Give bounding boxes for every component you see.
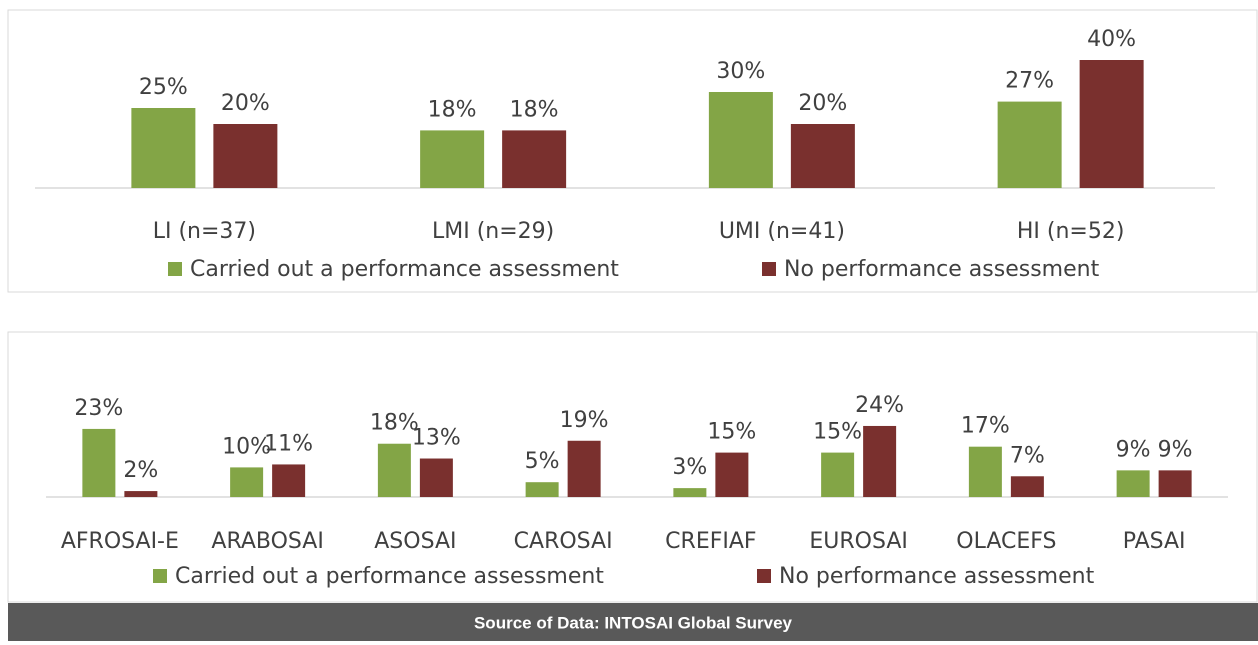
data-label: 27% [1005,69,1054,94]
data-label: 24% [855,393,904,418]
data-label: 15% [813,420,862,445]
data-label: 3% [672,455,707,480]
bar [1010,476,1044,497]
data-label: 40% [1087,27,1136,52]
data-label: 20% [798,91,847,116]
bar [1079,60,1144,188]
data-label: 11% [264,431,313,456]
bar [377,443,411,497]
x-tick-label: LI (n=37) [153,219,256,244]
x-tick-label: AFROSAI-E [61,529,179,554]
data-label: 30% [716,59,765,84]
data-label: 18% [510,97,559,122]
bar [124,491,158,497]
bar [1158,470,1192,497]
data-label: 25% [139,75,188,100]
data-label: 13% [412,426,461,451]
bar [272,464,306,497]
bar [502,130,567,188]
legend-label: No performance assessment [784,257,1100,282]
bar [968,446,1002,497]
x-tick-label: ASOSAI [374,529,456,554]
bar [131,108,196,188]
data-label: 18% [370,411,419,436]
x-tick-label: LMI (n=29) [432,219,554,244]
x-tick-label: EUROSAI [809,529,908,554]
x-tick-label: UMI (n=41) [719,219,845,244]
bar [821,452,855,497]
data-label: 17% [961,414,1010,439]
data-label: 18% [428,97,477,122]
x-tick-label: CREFIAF [665,529,756,554]
bar [567,440,601,497]
bar [673,488,707,497]
bar [997,101,1062,188]
data-label: 2% [123,458,158,483]
bar [525,482,559,497]
chart-frame [7,331,1258,603]
bar [708,92,773,188]
legend-swatch [153,569,167,583]
legend-swatch [168,262,182,276]
data-label: 9% [1158,437,1193,462]
bar [715,452,749,497]
legend-label: Carried out a performance assessment [175,564,604,589]
legend-swatch [757,569,771,583]
legend-swatch [762,262,776,276]
x-tick-label: HI (n=52) [1017,219,1125,244]
data-label: 20% [221,91,270,116]
x-tick-label: OLACEFS [956,529,1056,554]
x-tick-label: ARABOSAI [211,529,323,554]
data-label: 23% [74,396,123,421]
data-label: 7% [1010,443,1045,468]
legend-label: Carried out a performance assessment [190,257,619,282]
bar [82,428,116,497]
bar [790,124,855,188]
bar [863,425,897,497]
legend-label: No performance assessment [779,564,1095,589]
data-label: 9% [1116,437,1151,462]
bar [420,130,485,188]
x-tick-label: CAROSAI [514,529,613,554]
bar [230,467,264,497]
source-note: Source of Data: INTOSAI Global Survey [474,613,793,632]
data-label: 15% [707,420,756,445]
bar [213,124,278,188]
bar [1116,470,1150,497]
data-label: 10% [222,434,271,459]
x-tick-label: PASAI [1123,529,1186,554]
footer-bar [8,603,1258,641]
data-label: 5% [525,449,560,474]
data-label: 19% [560,408,609,433]
bar [419,458,453,497]
